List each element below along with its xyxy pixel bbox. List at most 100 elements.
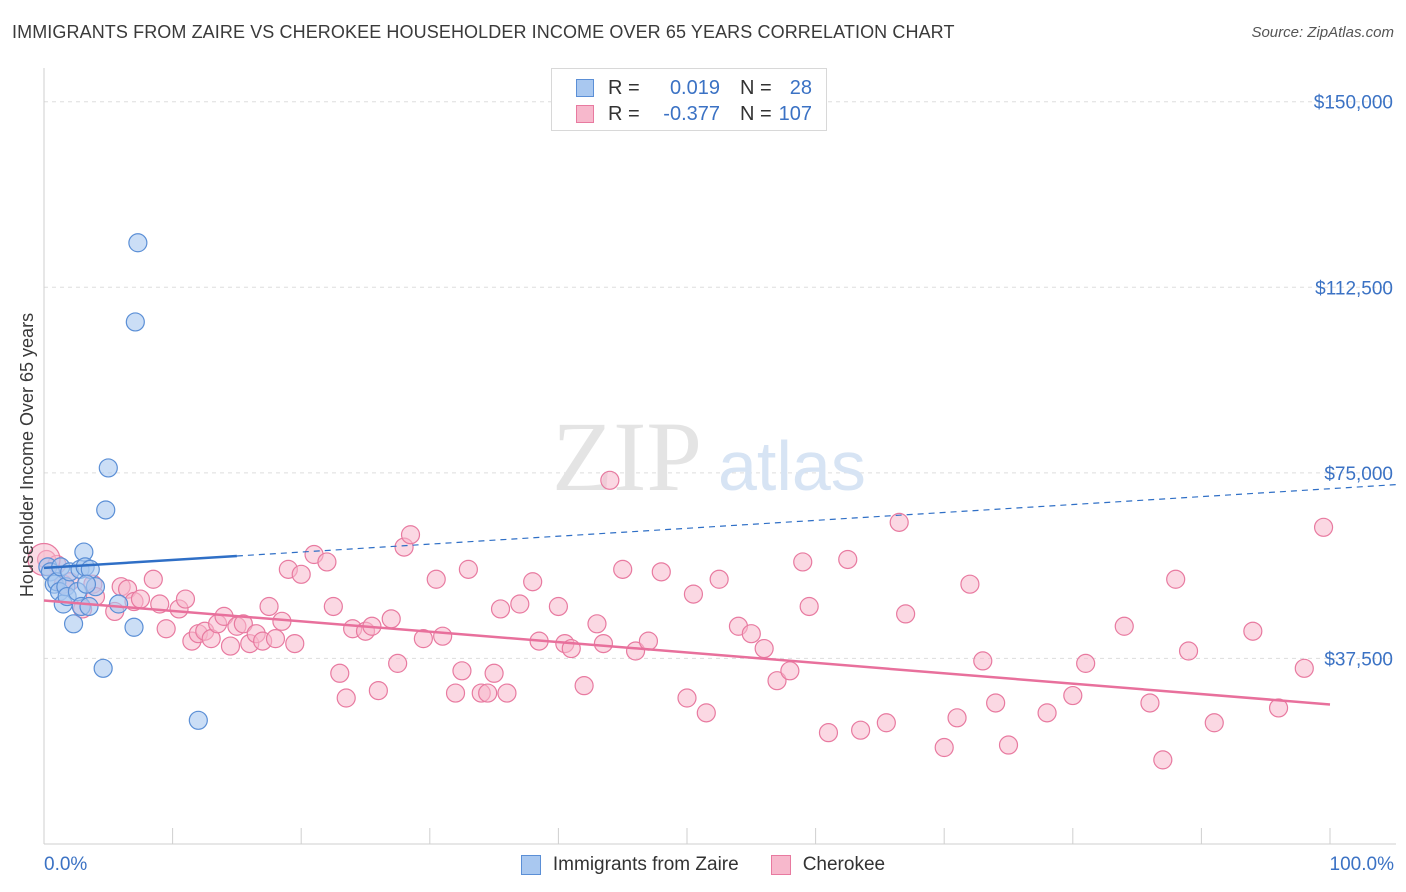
- legend-r-label: R =: [608, 76, 640, 99]
- series-legend: Immigrants from Zaire Cherokee: [0, 852, 1406, 878]
- data-point-cherokee: [1243, 621, 1263, 641]
- cherokee-points: [27, 470, 1334, 770]
- data-point-cherokee: [1166, 569, 1186, 589]
- data-point-cherokee: [767, 671, 787, 691]
- data-point-cherokee: [587, 614, 607, 634]
- data-point-cherokee: [458, 559, 478, 579]
- data-point-cherokee: [876, 713, 896, 733]
- y-tick-label: $75,000: [1324, 464, 1393, 485]
- data-point-cherokee: [1114, 616, 1134, 636]
- y-tick-label: $112,500: [1315, 278, 1393, 299]
- legend-n-label: N =: [740, 102, 772, 125]
- data-point-cherokee: [452, 661, 472, 681]
- x-tick-label: 0.0%: [44, 854, 87, 875]
- data-point-cherokee: [613, 559, 633, 579]
- watermark: ZIP atlas: [552, 401, 866, 512]
- watermark-atlas: atlas: [718, 427, 866, 505]
- data-point-cherokee: [413, 629, 433, 649]
- legend-swatch-pink: [770, 855, 791, 875]
- legend-label-cherokee: Cherokee: [802, 854, 886, 875]
- tick-marks: [43, 828, 1331, 844]
- data-point-cherokee: [433, 626, 453, 646]
- legend-n-value: 107: [778, 102, 812, 125]
- data-point-cherokee: [1204, 713, 1224, 733]
- trend-lines: [43, 484, 1397, 706]
- data-point-cherokee: [973, 651, 993, 671]
- data-point-cherokee: [1076, 653, 1096, 673]
- data-point-cherokee: [259, 596, 279, 617]
- legend-n-label: N =: [740, 76, 772, 99]
- data-point-cherokee: [1178, 641, 1199, 661]
- data-point-cherokee: [1313, 517, 1334, 537]
- data-point-cherokee: [400, 525, 421, 545]
- data-point-cherokee: [889, 512, 909, 532]
- data-point-cherokee: [574, 676, 594, 696]
- legend-swatch-blue: [520, 855, 541, 875]
- data-point-cherokee: [986, 693, 1006, 713]
- data-point-cherokee: [336, 688, 356, 708]
- data-point-cherokee: [130, 589, 151, 609]
- data-point-cherokee: [600, 470, 620, 490]
- trend-line-zaire: [43, 554, 237, 570]
- data-point-zaire: [79, 596, 99, 617]
- legend-r-label: R =: [608, 102, 640, 125]
- tick-labels: $37,500 $75,000 $112,500 $150,000 0.0% 100.0%: [44, 93, 1394, 875]
- legend-label-zaire: Immigrants from Zaire: [552, 854, 739, 875]
- data-point-cherokee: [934, 737, 954, 758]
- data-point-cherokee: [388, 653, 408, 673]
- data-point-cherokee: [1153, 750, 1173, 770]
- legend-item-cherokee: Cherokee: [770, 852, 886, 878]
- data-point-cherokee: [497, 683, 517, 703]
- watermark-zip: ZIP: [552, 401, 702, 512]
- data-point-zaire: [96, 500, 116, 520]
- y-axis-label: Householder Income Over 65 years: [17, 313, 37, 597]
- data-point-cherokee: [484, 663, 504, 683]
- legend-item-zaire: Immigrants from Zaire: [520, 852, 739, 878]
- data-point-cherokee: [317, 552, 337, 572]
- data-point-cherokee: [838, 549, 858, 570]
- data-point-cherokee: [233, 614, 253, 634]
- data-point-cherokee: [780, 661, 800, 681]
- data-point-cherokee: [478, 683, 498, 703]
- data-point-cherokee: [960, 574, 980, 594]
- data-point-cherokee: [1294, 658, 1314, 678]
- zaire-points: [38, 233, 208, 730]
- data-point-cherokee: [896, 604, 916, 624]
- data-point-cherokee: [696, 703, 716, 723]
- correlation-legend: R = 0.019 N = 28 R = -0.377 N = 107: [551, 68, 827, 131]
- data-point-zaire: [125, 312, 145, 332]
- data-point-cherokee: [523, 572, 543, 592]
- data-point-cherokee: [1063, 685, 1083, 706]
- data-point-cherokee: [510, 594, 530, 614]
- data-point-cherokee: [143, 569, 163, 589]
- data-point-cherokee: [651, 562, 671, 582]
- trend-line-cherokee: [43, 599, 1331, 706]
- data-point-cherokee: [175, 589, 196, 609]
- data-point-cherokee: [445, 683, 466, 703]
- data-point-cherokee: [1140, 693, 1160, 713]
- data-point-cherokee: [291, 564, 311, 584]
- legend-swatch-blue: [576, 79, 594, 97]
- data-point-cherokee: [548, 596, 569, 617]
- data-point-cherokee: [330, 663, 350, 683]
- legend-n-value: 28: [789, 76, 812, 99]
- data-point-cherokee: [220, 636, 241, 656]
- data-point-cherokee: [741, 624, 761, 644]
- data-point-cherokee: [381, 609, 401, 629]
- data-point-cherokee: [625, 641, 646, 661]
- data-point-cherokee: [426, 569, 446, 589]
- data-point-cherokee: [998, 735, 1019, 755]
- data-point-cherokee: [1268, 698, 1289, 718]
- data-point-zaire: [124, 617, 144, 637]
- data-point-cherokee: [793, 552, 813, 572]
- data-point-cherokee: [947, 708, 967, 728]
- data-point-cherokee: [677, 688, 697, 708]
- data-point-zaire: [63, 614, 84, 634]
- data-point-cherokee: [754, 638, 774, 659]
- y-tick-label: $37,500: [1324, 649, 1393, 670]
- legend-r-value: -0.377: [663, 102, 720, 125]
- legend-row-zaire: R = 0.019 N = 28: [576, 75, 812, 101]
- data-point-cherokee: [156, 619, 176, 639]
- legend-row-cherokee: R = -0.377 N = 107: [576, 101, 812, 127]
